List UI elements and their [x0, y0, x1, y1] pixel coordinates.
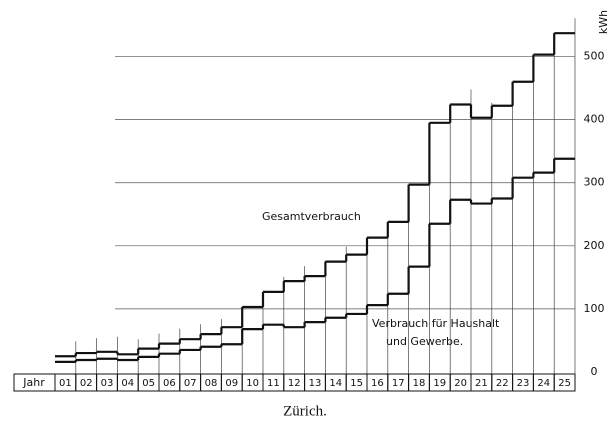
- y-tick-label: 0: [591, 365, 598, 378]
- y-tick-label: 500: [584, 50, 605, 63]
- series-label: Gesamtverbrauch: [262, 210, 361, 223]
- x-tick-label: 01: [59, 378, 72, 389]
- x-tick-label: 14: [329, 378, 342, 389]
- x-tick-label: 05: [142, 378, 155, 389]
- x-tick-label: 10: [246, 378, 259, 389]
- x-tick-label: 12: [288, 378, 301, 389]
- x-tick-label: 03: [101, 378, 114, 389]
- y-tick-label: 200: [584, 239, 605, 252]
- x-tick-label: 15: [350, 378, 363, 389]
- year-cell: [553, 373, 576, 392]
- x-tick-label: 07: [184, 378, 197, 389]
- x-tick-label: 23: [517, 378, 530, 389]
- x-tick-label: 20: [454, 378, 467, 389]
- x-tick-label: 06: [163, 378, 176, 389]
- x-tick-label: 22: [496, 378, 509, 389]
- y-tick-label: 100: [584, 302, 605, 315]
- y-tick-label: 400: [584, 113, 605, 126]
- x-tick-label: 16: [371, 378, 384, 389]
- chart-title: Zürich.: [283, 403, 327, 419]
- y-tick-label: 300: [584, 176, 605, 189]
- x-tick-label: 17: [392, 378, 405, 389]
- x-tick-label: 24: [537, 378, 550, 389]
- x-tick-label: 08: [205, 378, 218, 389]
- series-label: Verbrauch für Haushalt und Gewerbe.: [372, 317, 500, 348]
- x-tick-label: 13: [309, 378, 322, 389]
- x-tick-label: 25: [558, 378, 571, 389]
- x-tick-label: 04: [121, 378, 134, 389]
- x-tick-label: 11: [267, 378, 280, 389]
- x-tick-label: 21: [475, 378, 488, 389]
- x-tick-label: 02: [80, 378, 93, 389]
- y-axis-label: kWh: [597, 10, 610, 34]
- x-axis-label: Jahr: [22, 376, 45, 389]
- x-tick-label: 09: [225, 378, 238, 389]
- x-tick-label: 18: [413, 378, 426, 389]
- x-tick-label: 19: [433, 378, 446, 389]
